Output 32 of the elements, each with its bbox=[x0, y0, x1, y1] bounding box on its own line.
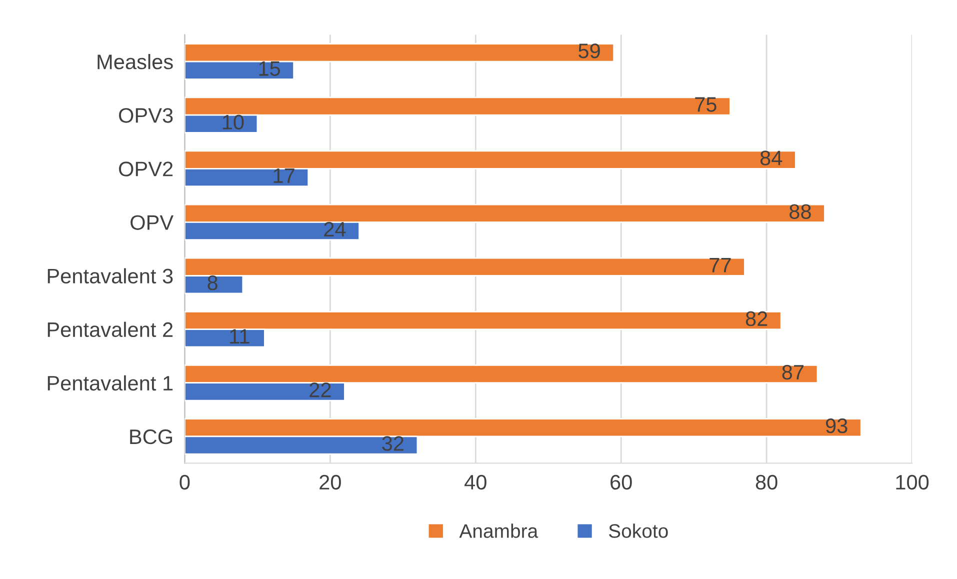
x-tick-label: 100 bbox=[896, 474, 929, 490]
data-label: 59 bbox=[578, 44, 600, 58]
data-label: 24 bbox=[324, 222, 346, 236]
data-label: 10 bbox=[222, 114, 244, 130]
x-tick-label: 60 bbox=[610, 474, 632, 490]
y-tick-label: Pentavalent 3 bbox=[48, 268, 173, 284]
y-tick-label: BCG bbox=[130, 429, 172, 444]
data-label: 77 bbox=[710, 258, 731, 272]
y-tick-label: Measles bbox=[98, 54, 173, 70]
data-label: 82 bbox=[746, 311, 768, 326]
data-label: 93 bbox=[826, 418, 848, 434]
x-tick-label: 80 bbox=[756, 474, 778, 490]
y-tick-label: OPV2 bbox=[118, 162, 173, 176]
y-tick-label: Pentavalent 2 bbox=[48, 322, 173, 338]
y-tick-label: OPV bbox=[130, 215, 174, 230]
data-label: 17 bbox=[274, 168, 294, 183]
data-label: 22 bbox=[310, 382, 331, 398]
data-label: 84 bbox=[760, 150, 782, 166]
legend-label: Anambra bbox=[459, 524, 538, 538]
data-label: 88 bbox=[790, 204, 811, 219]
x-tick-label: 0 bbox=[180, 474, 190, 490]
y-tick-label: Pentavalent 1 bbox=[48, 375, 173, 391]
data-label: 32 bbox=[382, 436, 404, 451]
data-label: 11 bbox=[230, 329, 250, 344]
y-tick-label: OPV3 bbox=[118, 108, 173, 123]
legend-label: Sokoto bbox=[608, 524, 668, 538]
data-label: 8 bbox=[208, 275, 218, 290]
x-tick-label: 40 bbox=[464, 474, 486, 490]
data-label: 75 bbox=[695, 97, 716, 112]
data-label: 87 bbox=[782, 364, 804, 380]
x-tick-label: 20 bbox=[320, 474, 341, 490]
data-label: 15 bbox=[259, 61, 280, 76]
